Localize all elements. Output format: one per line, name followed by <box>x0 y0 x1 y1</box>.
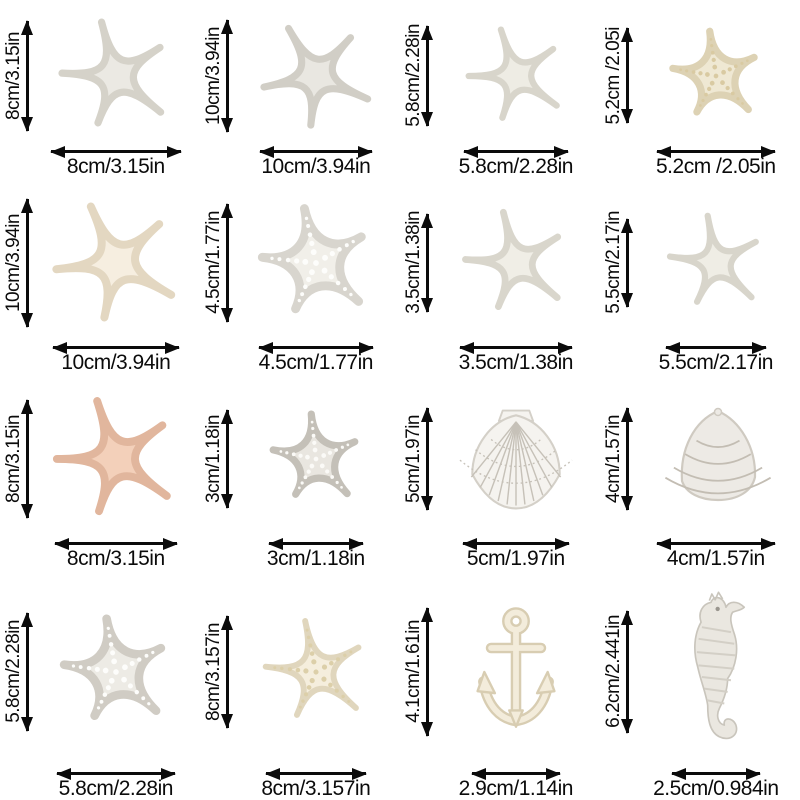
vertical-dimension-label: 8cm/3.15in <box>3 31 24 120</box>
horizontal-measure-arrow <box>462 542 569 545</box>
horizontal-dimension-label: 3.5cm/1.38in <box>458 350 574 374</box>
vertical-measure-arrow <box>426 407 429 510</box>
size-cell-white-knobby-starfish-4-5cm: 4.5cm/1.77in 4.5cm/1.77in <box>200 178 400 374</box>
vertical-measure-arrow <box>426 25 429 126</box>
vertical-measure-arrow <box>26 198 29 327</box>
vertical-dimension-label: 4cm/1.57in <box>603 414 624 503</box>
horizontal-measure-arrow <box>671 772 760 775</box>
horizontal-dimension-label: 5.5cm/2.17in <box>658 350 774 374</box>
anchor-image <box>476 606 556 728</box>
cream-finger-starfish-image <box>52 202 175 322</box>
size-cell-gray-knobby-starfish-3cm: 3cm/1.18in 3cm/1.18in <box>200 374 400 570</box>
horizontal-measure-arrow <box>665 346 766 349</box>
vertical-measure-arrow <box>26 399 29 518</box>
gray-knobby-starfish-image <box>269 410 359 498</box>
seahorse-image <box>693 591 745 739</box>
vertical-measure-arrow <box>626 218 629 307</box>
size-cell-white-seahorse-6-2cm: 6.2cm/2.441in 2.5cm/0.984in <box>600 570 800 800</box>
knobby-starfish-image <box>669 27 758 116</box>
vertical-measure-arrow <box>26 20 29 131</box>
horizontal-measure-arrow <box>265 772 366 775</box>
size-cell-white-pencil-starfish-5-8cm: 5.8cm/2.28in 5.8cm/2.28in <box>400 0 600 178</box>
white-pencil-starfish-image <box>465 26 560 121</box>
vertical-dimension-label: 3.5cm/1.38in <box>403 211 424 315</box>
size-cell-pink-finger-starfish-8cm: 8cm/3.15in 8cm/3.15in <box>0 374 200 570</box>
horizontal-measure-arrow <box>268 542 363 545</box>
horizontal-dimension-label: 2.5cm/0.984in <box>653 776 779 800</box>
white-knobby-starfish-image <box>59 614 165 720</box>
size-cell-white-clam-shell-4cm: 4cm/1.57in 4cm/1.57in <box>600 374 800 570</box>
size-cell-white-finger-starfish-8cm: 8cm/3.15in 8cm/3.15in <box>0 0 200 178</box>
vertical-measure-arrow <box>226 409 229 508</box>
vertical-measure-arrow <box>426 213 429 312</box>
horizontal-dimension-label: 8cm/3.157in <box>261 776 371 800</box>
horizontal-dimension-label: 10cm/3.94in <box>61 350 171 374</box>
vertical-dimension-label: 5.8cm/2.28in <box>403 24 424 128</box>
horizontal-measure-arrow <box>259 150 372 153</box>
clam-shell-image <box>664 407 771 501</box>
size-cell-white-pencil-starfish-3-5cm: 3.5cm/1.38in 3.5cm/1.38in <box>400 178 600 374</box>
vertical-dimension-label: 8cm/3.157in <box>203 622 224 721</box>
vertical-dimension-label: 6.2cm/2.441in <box>603 615 624 729</box>
cream-beaded-starfish-image <box>262 617 362 718</box>
horizontal-dimension-label: 5.8cm/2.28in <box>58 776 174 800</box>
white-finger-starfish-image <box>260 24 371 129</box>
vertical-measure-arrow <box>226 19 229 132</box>
size-cell-white-pencil-starfish-5-5cm: 5.5cm/2.17in 5.5cm/2.17in <box>600 178 800 374</box>
horizontal-measure-arrow <box>52 346 179 349</box>
horizontal-measure-arrow <box>459 346 572 349</box>
size-cell-white-knobby-starfish-5-8cm: 5.8cm/2.28in 5.8cm/2.28in <box>0 570 200 800</box>
vertical-measure-arrow <box>226 203 229 322</box>
vertical-measure-arrow <box>626 407 629 510</box>
vertical-dimension-label: 5.8cm/2.28in <box>3 620 24 724</box>
vertical-dimension-label: 3cm/1.18in <box>203 414 224 503</box>
horizontal-dimension-label: 5.2cm /2.05in <box>656 154 776 178</box>
horizontal-dimension-label: 3cm/1.18in <box>266 546 365 570</box>
horizontal-measure-arrow <box>56 772 175 775</box>
vertical-dimension-label: 8cm/3.15in <box>3 414 24 503</box>
vertical-dimension-label: 4.1cm/1.61in <box>403 620 424 724</box>
horizontal-measure-arrow <box>463 150 568 153</box>
vertical-measure-arrow <box>26 612 29 731</box>
size-cell-white-scallop-shell-5cm: 5cm/1.97in 5cm/1.97in <box>400 374 600 570</box>
vertical-measure-arrow <box>626 610 629 733</box>
vertical-dimension-label: 4.5cm/1.77in <box>203 211 224 315</box>
horizontal-measure-arrow <box>50 150 181 153</box>
horizontal-measure-arrow <box>54 542 177 545</box>
horizontal-measure-arrow <box>656 542 775 545</box>
scallop-shell-image <box>459 409 573 510</box>
horizontal-dimension-label: 5.8cm/2.28in <box>458 154 574 178</box>
vertical-dimension-label: 10cm/3.94in <box>3 213 24 312</box>
horizontal-dimension-label: 4.5cm/1.77in <box>258 350 374 374</box>
vertical-dimension-label: 5.5cm/2.17in <box>603 211 624 315</box>
vertical-measure-arrow <box>226 615 229 728</box>
horizontal-dimension-label: 5cm/1.97in <box>466 546 565 570</box>
size-cell-cream-beaded-starfish-8cm: 8cm/3.157in 8cm/3.157in <box>200 570 400 800</box>
vertical-dimension-label: 5.2cm /2.05i <box>603 26 624 125</box>
white-knobby-starfish-image <box>257 203 366 313</box>
white-finger-starfish-image <box>58 18 165 127</box>
horizontal-measure-arrow <box>471 772 560 775</box>
vertical-measure-arrow <box>626 28 629 124</box>
horizontal-dimension-label: 8cm/3.15in <box>66 546 165 570</box>
size-cell-white-finger-starfish-10cm: 10cm/3.94in 10cm/3.94in <box>200 0 400 178</box>
white-pencil-starfish-image <box>666 212 759 305</box>
vertical-measure-arrow <box>426 607 429 736</box>
vertical-dimension-label: 10cm/3.94in <box>203 26 224 125</box>
size-cell-knobby-starfish-5-2cm: 5.2cm /2.05i 5.2cm /2.05in <box>600 0 800 178</box>
horizontal-dimension-label: 8cm/3.15in <box>66 154 165 178</box>
white-pencil-starfish-image <box>461 208 561 310</box>
pink-finger-starfish-image <box>52 396 171 515</box>
horizontal-dimension-label: 2.9cm/1.14in <box>458 776 574 800</box>
vertical-dimension-label: 5cm/1.97in <box>403 414 424 503</box>
horizontal-measure-arrow <box>656 150 775 153</box>
horizontal-measure-arrow <box>258 346 373 349</box>
size-cell-cream-finger-starfish-10cm: 10cm/3.94in 10cm/3.94in <box>0 178 200 374</box>
horizontal-dimension-label: 10cm/3.94in <box>261 154 371 178</box>
horizontal-dimension-label: 4cm/1.57in <box>666 546 765 570</box>
size-cell-white-anchor-4-1cm: 4.1cm/1.61in 2.9cm/1.14in <box>400 570 600 800</box>
